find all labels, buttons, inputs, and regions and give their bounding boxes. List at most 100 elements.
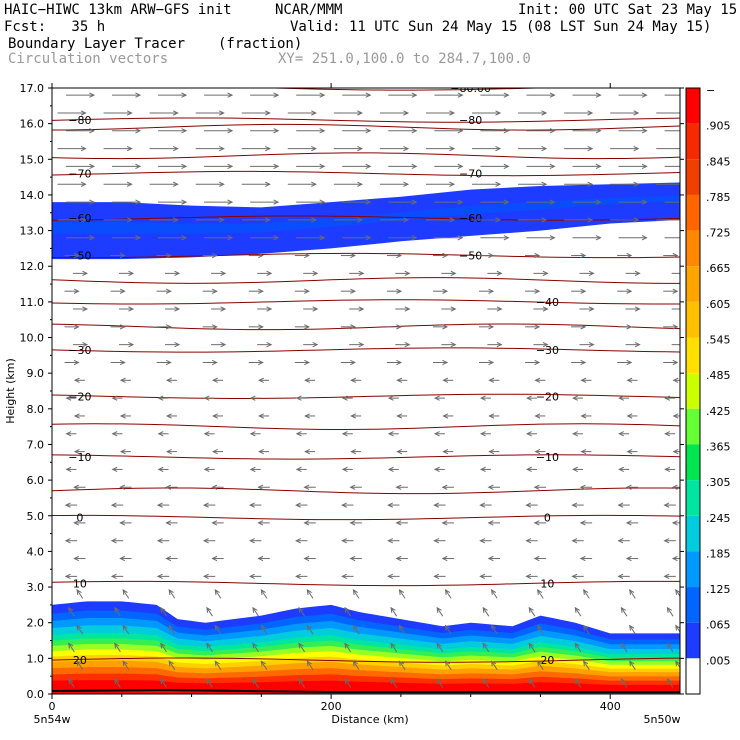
vector-head [542, 342, 549, 348]
vector-head [73, 413, 80, 419]
y-tick-label: 1.0 [27, 652, 45, 665]
vector-head [542, 306, 549, 312]
vector-head [444, 624, 451, 631]
vector-head [156, 573, 163, 579]
vector-head [212, 448, 218, 455]
vector-head [165, 448, 172, 455]
vector-head [663, 502, 670, 508]
vector-head [395, 520, 402, 526]
vector-head [252, 678, 258, 685]
vector-head [165, 324, 172, 330]
vector-head [168, 624, 174, 631]
vector-head [633, 110, 640, 116]
vector-head [625, 555, 632, 562]
vector-head [311, 110, 317, 116]
vector-head [350, 377, 357, 383]
contour-label: 10 [540, 577, 554, 590]
vector-head [587, 181, 594, 187]
vector-head [73, 520, 80, 526]
vector-head [156, 538, 163, 544]
vector-head [114, 606, 120, 613]
circulation-vector [68, 643, 75, 653]
vector-head [442, 252, 449, 259]
vector-head [533, 484, 540, 490]
vector-head [626, 252, 633, 259]
vector-head [488, 288, 495, 294]
vector-head [227, 128, 234, 134]
vector-head [496, 306, 503, 312]
vector-head [68, 642, 74, 649]
vector-head [227, 92, 234, 98]
vector-head [295, 395, 302, 401]
vector-head [534, 288, 541, 294]
circulation-vector [344, 607, 352, 617]
vector-head [80, 217, 87, 223]
vector-head [395, 555, 402, 562]
colorbar-label: .485 [706, 369, 731, 382]
vector-head [633, 145, 640, 152]
vector-head [174, 306, 181, 312]
vector-head [357, 145, 364, 152]
units-label: (fraction) [218, 36, 303, 52]
vector-head [433, 466, 440, 473]
vector-head [528, 642, 534, 649]
vector-head [303, 520, 310, 526]
vector-head [479, 573, 486, 579]
vector-head [76, 660, 82, 667]
circulation-vector [445, 625, 452, 635]
vector-head [457, 92, 464, 98]
vector-head [160, 678, 166, 685]
vector-head [433, 431, 440, 437]
vector-head [488, 448, 495, 455]
vector-head [390, 642, 396, 649]
vector-head [203, 431, 210, 437]
vector-head [398, 660, 405, 667]
xy-label: XY= 251.0,100.0 to 284.7,100.0 [278, 51, 531, 67]
vector-head [273, 92, 280, 98]
vector-head [211, 288, 218, 294]
vector-head [122, 624, 128, 631]
circulation-vector [537, 589, 544, 599]
circulation-vector [667, 678, 674, 688]
vector-head [89, 199, 96, 205]
vector-head [257, 520, 264, 526]
vector-head [479, 431, 486, 437]
vector-head [411, 163, 418, 170]
vector-head [618, 431, 624, 437]
vector-head [487, 520, 494, 526]
circulation-vector [583, 625, 590, 635]
vector-head [482, 642, 488, 649]
vector-head [641, 199, 648, 205]
vector-head [488, 413, 495, 419]
circulation-vector [574, 678, 582, 688]
vector-head [350, 413, 357, 419]
vector-head [433, 573, 440, 579]
vector-head [626, 359, 633, 366]
vector-head [214, 589, 220, 596]
vector-head [349, 484, 356, 490]
vector-head [126, 181, 133, 187]
vector-head [352, 624, 358, 631]
temperature-contour [52, 393, 680, 399]
y-tick-label: 8.0 [27, 403, 45, 416]
vector-head [580, 413, 587, 419]
vector-head [617, 538, 624, 544]
vector-head [73, 359, 80, 366]
vector-head [541, 181, 548, 187]
y-tick-label: 15.0 [20, 153, 45, 166]
vector-head [620, 642, 626, 649]
vector-head [135, 235, 142, 241]
vector-head [525, 573, 532, 579]
vector-head [664, 431, 671, 437]
org-label: NCAR/MMM [275, 2, 343, 18]
contour-label: −80.00 [450, 82, 491, 95]
vector-head [542, 270, 549, 276]
colorbar-swatch [686, 658, 700, 694]
vector-head [525, 538, 532, 544]
vector-head [341, 431, 348, 437]
contour-label: −40 [536, 296, 559, 309]
vector-head [319, 128, 326, 134]
circulation-vector [206, 643, 213, 653]
vector-head [218, 145, 225, 152]
vector-head [588, 342, 595, 348]
